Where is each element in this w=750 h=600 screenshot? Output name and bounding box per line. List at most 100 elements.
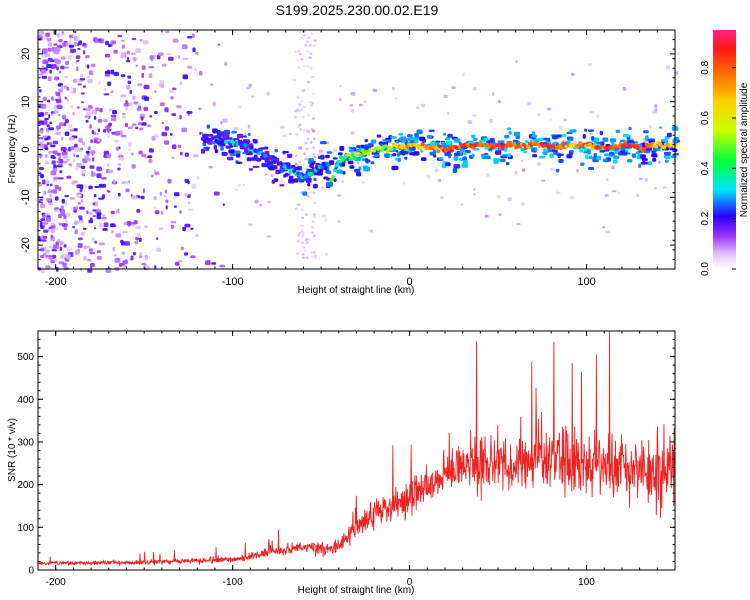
spectrogram-cell (312, 92, 316, 96)
spectrogram-cell (654, 108, 658, 112)
spectrogram-cell (571, 72, 575, 77)
spectrogram-cell (63, 122, 67, 127)
spectrogram-cell (48, 127, 54, 131)
spectrogram-cell (361, 181, 365, 185)
spectrogram-cell (98, 81, 101, 85)
spectrogram-cell (73, 220, 79, 225)
spectrogram-cell (384, 153, 390, 158)
spectrogram-cell (604, 194, 609, 197)
spectrogram-cell (301, 115, 305, 119)
spectrogram-cell (65, 219, 68, 224)
spectrogram-cell (140, 116, 144, 121)
spectrogram-cell (54, 196, 59, 201)
spectrogram-cell (288, 175, 294, 180)
spectrogram-cell (115, 130, 121, 136)
spectrogram-cell (170, 220, 177, 224)
spectrogram-cell (44, 212, 50, 216)
spectrogram-cell (573, 140, 578, 144)
spectrogram-cell (58, 39, 63, 43)
snr-y-tick-label: 500 (17, 352, 34, 363)
spectrogram-cell (639, 177, 644, 181)
spectrogram-cell (61, 56, 66, 60)
spectrogram-cell (64, 194, 69, 198)
spectrogram-cell (187, 65, 193, 69)
spectrogram-cell (141, 73, 145, 78)
spectrogram-cell (641, 158, 648, 161)
spectrogram-cell (127, 142, 132, 147)
spectrogram-cell (171, 156, 175, 159)
spectrogram-cell (101, 177, 107, 180)
spectrogram-cell (67, 55, 72, 60)
spectrogram-cell (93, 37, 98, 41)
spectrogram-cell (308, 101, 312, 104)
spectrogram-cell (126, 84, 131, 90)
spectrogram-cell (309, 104, 313, 107)
spectrogram-cell (302, 105, 306, 109)
spectrogram-ridge-cell (263, 153, 268, 158)
spectrogram-cell (113, 254, 117, 257)
spectrogram-cell (99, 222, 104, 228)
spectrogram-cell (91, 170, 94, 175)
spectrogram-cell (156, 237, 159, 241)
spectrogram-cell (406, 137, 414, 141)
spectrogram-cell (301, 235, 305, 238)
spectrogram-cell (85, 184, 88, 189)
spectrogram-cell (55, 98, 62, 104)
spectrogram-cell (600, 150, 605, 153)
snr-background (38, 331, 675, 570)
spectrogram-cell (233, 138, 240, 141)
spectrogram-cell (50, 144, 56, 148)
spectrogram-cell (303, 152, 306, 155)
spectrogram-cell (281, 134, 287, 138)
spectrogram-cell (588, 167, 594, 170)
spectrogram-cell (294, 207, 298, 210)
spectrogram-cell (566, 154, 572, 159)
spectrogram-cell (182, 74, 189, 80)
spectrogram-cell (129, 89, 133, 94)
spectrogram-ridge-cell (525, 144, 530, 149)
spectrogram-cell (296, 95, 299, 98)
spectrogram-cell (401, 150, 406, 156)
spectrogram-cell (66, 86, 70, 91)
spectrogram-cell (558, 159, 564, 163)
spectrogram-cell (412, 138, 419, 143)
spectrogram-cell (434, 168, 439, 173)
spectrogram-cell (57, 213, 63, 218)
figure-title: S199.2025.230.00.02.E19 (276, 2, 439, 18)
spectrogram-cell (525, 139, 529, 144)
spectrogram-cell (271, 179, 276, 184)
spectrogram-cell (47, 42, 53, 47)
spectrogram-cell (645, 147, 652, 151)
spectrogram-y-tick-label: 20 (20, 48, 32, 60)
spectrogram-cell (453, 164, 461, 169)
spectrogram-cell (127, 149, 132, 151)
spectrogram-cell (143, 96, 150, 101)
spectrogram-cell (555, 168, 560, 173)
spectrogram-cell (440, 196, 444, 200)
spectrogram-cell (49, 69, 53, 74)
spectrogram-ridge-cell (243, 143, 248, 147)
spectrogram-cell (61, 84, 64, 89)
spectrogram-ridge-cell (405, 145, 410, 149)
spectrogram-cell (576, 169, 579, 173)
spectrogram-cell (68, 34, 74, 39)
spectrogram-cell (95, 107, 100, 111)
spectrogram-ridge-cell (218, 137, 223, 142)
spectrogram-cell (302, 33, 306, 37)
spectrogram-cell (89, 251, 96, 255)
spectrogram-cell (638, 163, 642, 168)
spectrogram-cell (622, 87, 627, 91)
spectrogram-cell (78, 138, 83, 143)
spectrogram-cell (297, 125, 301, 129)
spectrogram-cell (337, 194, 342, 197)
spectrogram-cell (77, 237, 83, 241)
spectrogram-cell (85, 107, 92, 112)
spectrogram-cell (137, 83, 143, 87)
spectrogram-cell (164, 140, 170, 145)
spectrogram-cell (229, 153, 236, 157)
spectrogram-cell (651, 150, 656, 153)
spectrogram-cell (169, 132, 173, 136)
spectrogram-cell (493, 159, 499, 164)
spectrogram-cell (444, 151, 451, 157)
spectrogram-cell (93, 227, 97, 230)
